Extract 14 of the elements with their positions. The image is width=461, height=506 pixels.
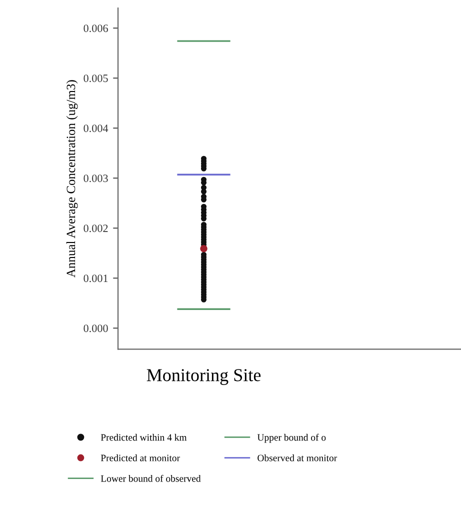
y-tick-label: 0.001 (84, 274, 108, 282)
y-tick-label: 0.003 (84, 174, 108, 182)
y-tick-label: 0.004 (84, 124, 108, 132)
y-tick-label: 0.005 (84, 74, 108, 82)
y-tick-label: 0.000 (84, 324, 108, 332)
legend-label: Upper bound of o (257, 434, 326, 443)
legend-label: Lower bound of observed (100, 474, 201, 482)
y-axis-title: Annual Average Concentration (ug/m3) (66, 80, 78, 278)
x-tick-label: Monitoring Site (146, 369, 261, 385)
legend-label: Observed at monitor (258, 454, 338, 462)
y-tick-label: 0.002 (84, 224, 108, 232)
y-tick-label: 0.006 (84, 24, 108, 32)
legend-label: Predicted within 4 km (100, 434, 187, 441)
legend-label: Predicted at monitor (100, 454, 180, 462)
